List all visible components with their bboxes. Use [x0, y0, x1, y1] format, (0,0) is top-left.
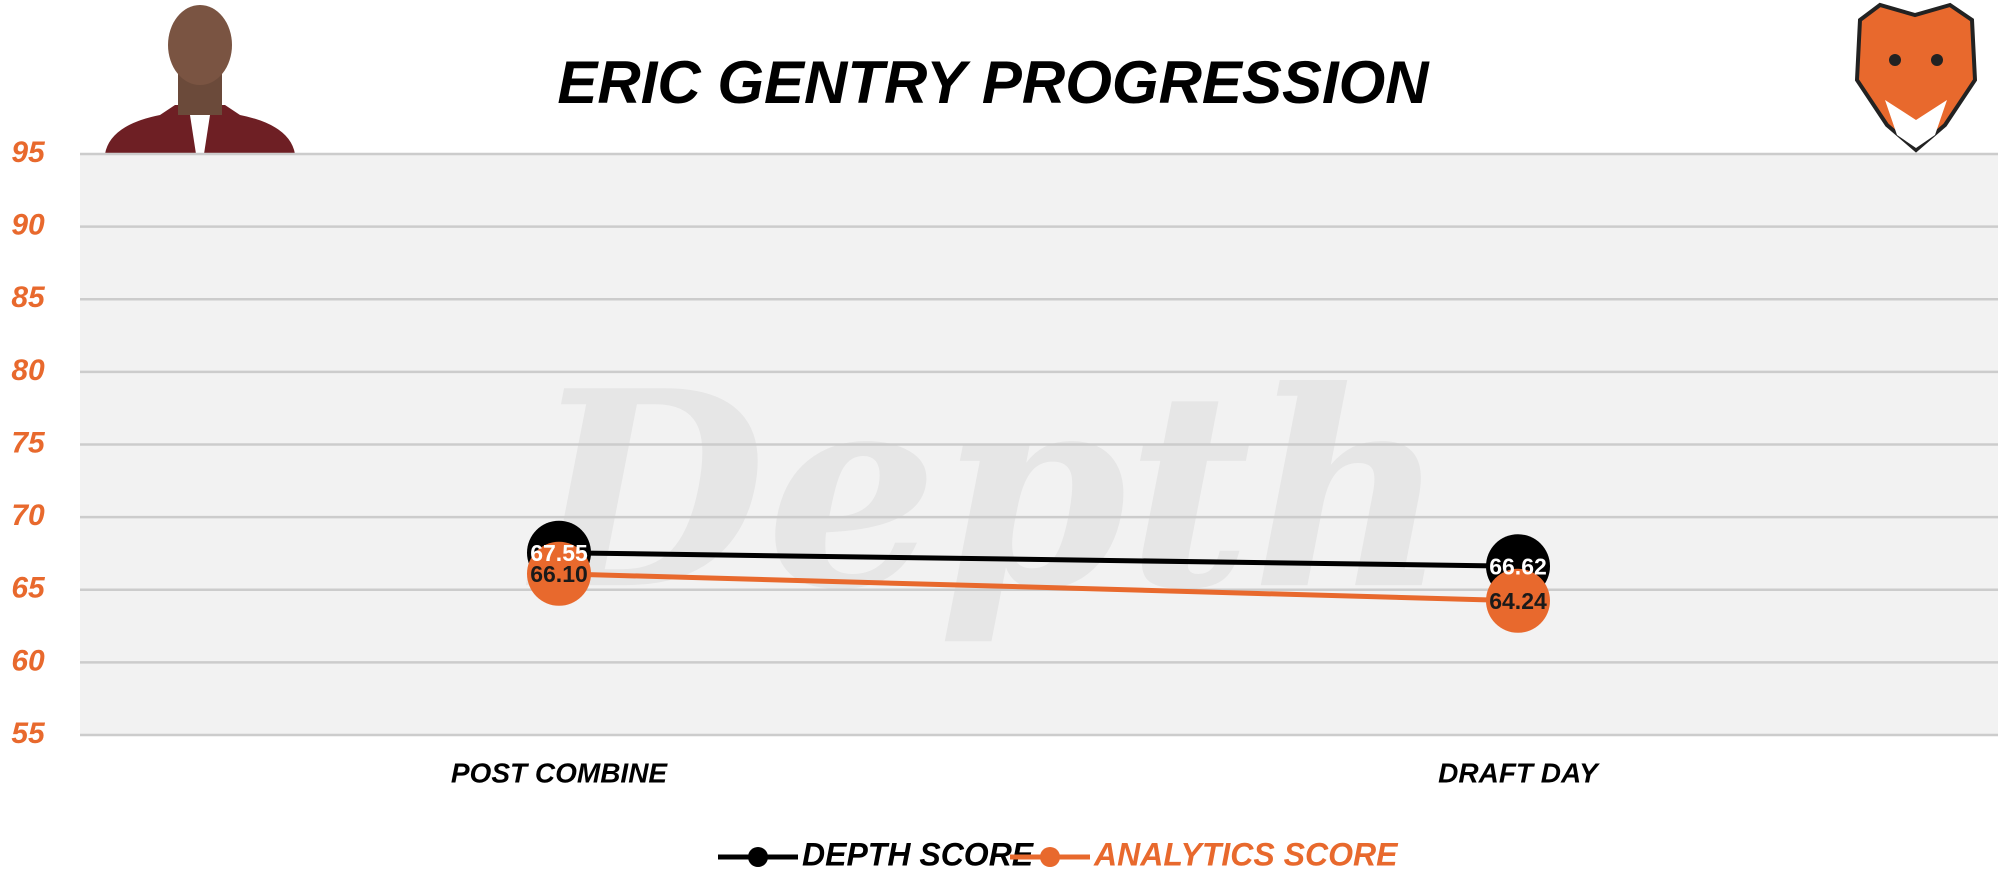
y-tick-label: 85	[11, 281, 46, 314]
data-label: 66.10	[530, 561, 588, 587]
data-label: 66.62	[1489, 553, 1547, 579]
series-line	[558, 571, 1519, 604]
y-tick-label: 60	[11, 644, 45, 677]
y-tick-label: 70	[11, 499, 45, 532]
y-tick-label: 55	[11, 717, 46, 750]
data-label: 67.55	[530, 540, 588, 566]
marker	[527, 541, 591, 606]
player-photo	[105, 5, 295, 154]
x-tick-label: DRAFT DAY	[1438, 757, 1600, 788]
legend-label: DEPTH SCORE	[802, 836, 1035, 872]
watermark: Depth	[524, 331, 1448, 649]
y-tick-label: 75	[11, 426, 46, 459]
y-tick-label: 80	[11, 354, 45, 387]
series-line	[558, 550, 1519, 569]
team-logo	[1854, 2, 1978, 153]
y-tick-label: 90	[11, 209, 45, 242]
chart-title: ERIC GENTRY PROGRESSION	[557, 49, 1430, 116]
y-tick-label: 65	[11, 572, 46, 605]
marker	[1486, 568, 1550, 633]
legend-marker	[748, 847, 768, 867]
x-tick-label: POST COMBINE	[451, 757, 669, 788]
data-label: 64.24	[1489, 588, 1547, 614]
legend-label: ANALYTICS SCORE	[1093, 836, 1399, 872]
y-tick-label: 95	[11, 136, 46, 169]
legend-marker	[1040, 847, 1060, 867]
